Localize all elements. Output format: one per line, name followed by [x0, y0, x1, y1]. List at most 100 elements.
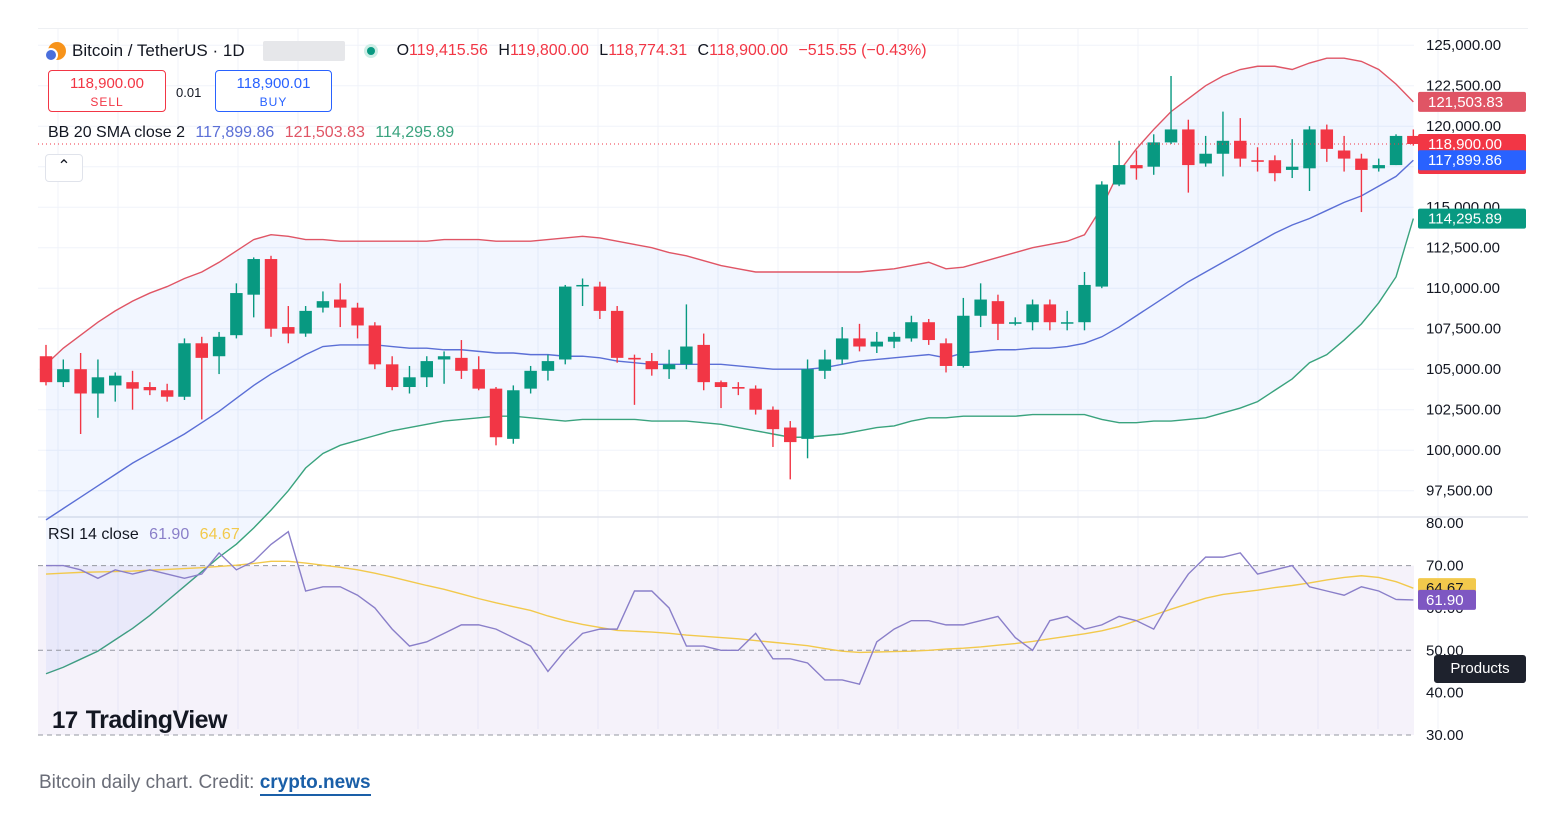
bb-lower-value: 114,295.89 — [375, 124, 455, 141]
candle-body — [212, 336, 226, 357]
candle-body — [437, 356, 451, 360]
candle-body — [714, 382, 728, 388]
candle-body — [507, 390, 520, 439]
rsi-legend[interactable]: RSI 14 close 61.90 64.67 — [48, 526, 240, 544]
candle-body — [1389, 135, 1403, 166]
rsi-tick-label: 40.00 — [1426, 685, 1464, 702]
symbol-header: Bitcoin / TetherUS · 1D O119,415.56 H119… — [44, 38, 927, 64]
candle-body — [1285, 166, 1299, 170]
candle-body — [57, 369, 70, 383]
price-label-bg — [1418, 91, 1526, 112]
price-tick-label: 100,000.00 — [1426, 442, 1501, 459]
buy-price: 118,900.01 — [236, 75, 311, 92]
candle-body — [420, 361, 434, 378]
candle-body — [766, 409, 780, 430]
candle-body — [368, 325, 382, 365]
candle-body — [351, 307, 364, 326]
open-label: O — [396, 42, 410, 59]
tradingview-wordmark: TradingView — [85, 706, 228, 734]
candle-body — [1216, 140, 1230, 154]
bb-upper-value: 121,503.83 — [284, 124, 365, 141]
sell-label: SELL — [90, 95, 124, 109]
candle-body — [109, 375, 122, 386]
candle-body — [455, 357, 468, 371]
products-tooltip: Products — [1434, 655, 1526, 683]
candle-body — [1130, 165, 1143, 169]
symbol-title[interactable]: Bitcoin / TetherUS · 1D — [72, 41, 245, 60]
change-value: −515.55 (−0.43%) — [798, 42, 927, 59]
bb-lower-line — [45, 218, 1415, 675]
candle-body — [1372, 165, 1385, 169]
caption-link[interactable]: crypto.news — [259, 772, 371, 796]
bb-legend-label: BB 20 SMA close 2 — [48, 124, 185, 141]
candle-body — [39, 356, 53, 383]
bb-fill — [46, 58, 1414, 674]
candle-body — [385, 364, 399, 388]
close-value: 118,900.00 — [709, 42, 788, 59]
redacted-block — [262, 41, 345, 61]
rsi-last-label-bg — [1418, 589, 1476, 610]
candle-body — [680, 346, 693, 365]
price-tick-label: 122,500.00 — [1426, 78, 1501, 95]
candle-body — [991, 301, 1005, 324]
sell-button[interactable]: 118,900.00 SELL — [48, 70, 166, 112]
bb-legend[interactable]: BB 20 SMA close 2 117,899.86 121,503.83 … — [48, 124, 454, 142]
spread-value: 0.01 — [176, 85, 202, 100]
candle-body — [887, 336, 901, 342]
rsi-tick-label: 80.00 — [1426, 515, 1464, 532]
chart-canvas[interactable]: 125,000.00122,500.00120,000.00117,500.00… — [38, 29, 1528, 744]
low-label: L — [599, 42, 609, 59]
candle-body — [801, 369, 814, 439]
candle-body — [541, 361, 555, 371]
high-value: 119,800.00 — [509, 42, 589, 59]
price-tick-label: 97,500.00 — [1426, 483, 1493, 500]
candle-body — [489, 388, 503, 438]
bitcoin-icon — [44, 42, 66, 62]
market-status-icon — [366, 47, 375, 55]
ohlc-readout: O119,415.56 H119,800.00 L118,774.31 C118… — [397, 42, 927, 60]
candle-body — [299, 310, 312, 334]
candle-body — [74, 369, 87, 394]
candle-body — [559, 286, 572, 360]
price-label-bg — [1418, 150, 1526, 171]
chart-area[interactable]: 125,000.00122,500.00120,000.00117,500.00… — [38, 28, 1528, 744]
candle-body — [143, 387, 157, 391]
price-label-value: 114,295.89 — [1428, 211, 1502, 228]
candle-body — [749, 388, 762, 410]
tradingview-logo[interactable]: 17 TradingView — [52, 706, 228, 735]
low-value: 118,774.31 — [608, 42, 688, 59]
candle-body — [1268, 160, 1282, 174]
rsi-tick-label: 70.00 — [1426, 558, 1464, 575]
candle-body — [818, 359, 832, 371]
candle-body — [247, 259, 260, 295]
candle-body — [1095, 184, 1109, 287]
candle-body — [195, 343, 209, 358]
candle-body — [835, 338, 849, 360]
figure-caption: Bitcoin daily chart. Credit: crypto.news — [39, 772, 371, 796]
rsi-value: 61.90 — [149, 526, 190, 543]
candle-body — [1355, 158, 1368, 170]
candle-body — [1026, 304, 1039, 323]
candle-body — [282, 327, 295, 334]
candle-body — [1009, 322, 1022, 324]
price-label-value: 121,503.83 — [1428, 94, 1503, 111]
candle-body — [922, 322, 935, 341]
candle-body — [1060, 322, 1074, 324]
candle-body — [645, 361, 659, 370]
high-label: H — [498, 42, 510, 59]
candle-body — [178, 343, 191, 397]
price-label-value: 118,900.00 — [1428, 136, 1502, 153]
price-tick-label: 120,000.00 — [1426, 118, 1501, 135]
candle-body — [230, 293, 243, 336]
candle-body — [870, 341, 884, 347]
chevron-up-icon[interactable]: ⌃ — [45, 154, 83, 182]
candle-body — [974, 299, 987, 316]
price-tick-label: 105,000.00 — [1426, 361, 1501, 378]
candle-body — [1043, 304, 1057, 323]
price-label-value: 117,899.86 — [1428, 152, 1502, 169]
tradingview-mark-icon: 17 — [52, 706, 78, 734]
candle-body — [905, 322, 918, 339]
candle-body — [126, 382, 139, 389]
buy-button[interactable]: 118,900.01 BUY — [215, 70, 332, 112]
rsi-last-label: 61.90 — [1426, 592, 1464, 609]
